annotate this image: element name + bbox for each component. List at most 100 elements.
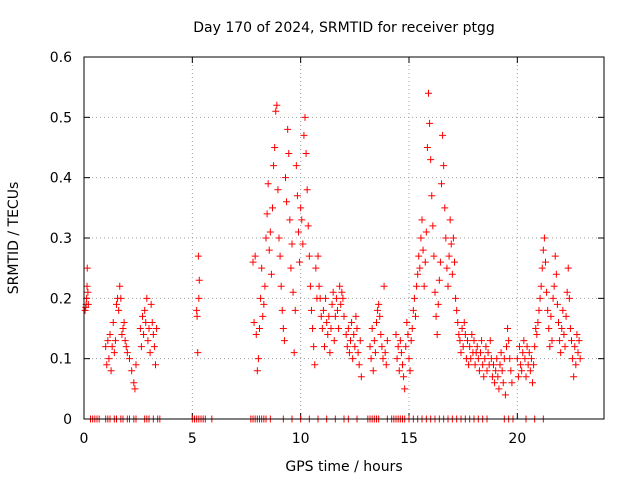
data-point [272, 107, 280, 115]
data-point [367, 355, 375, 363]
data-point [494, 373, 502, 381]
data-point [332, 294, 340, 302]
data-point [410, 294, 418, 302]
data-point [128, 367, 136, 375]
data-point [403, 318, 411, 326]
data-point [395, 367, 403, 375]
data-point [503, 343, 510, 351]
data-point [449, 234, 457, 242]
data-point [484, 349, 492, 357]
data-point [576, 355, 584, 363]
data-point [356, 337, 364, 345]
data-point [379, 355, 387, 363]
data-point [368, 325, 376, 332]
data-point [110, 349, 118, 357]
data-point [423, 144, 431, 151]
data-point [501, 391, 509, 399]
data-point [443, 264, 451, 272]
data-point [553, 300, 561, 308]
data-point [447, 240, 455, 248]
data-point [109, 318, 117, 326]
data-point [339, 294, 347, 302]
data-point [537, 282, 545, 290]
data-point [298, 216, 306, 224]
data-point [370, 337, 378, 345]
data-point [532, 325, 540, 332]
data-point [559, 306, 567, 314]
data-point [453, 306, 461, 314]
data-point [432, 312, 440, 320]
data-point [434, 300, 442, 308]
data-point [314, 252, 322, 260]
data-point [308, 306, 315, 314]
data-point [282, 174, 289, 182]
data-point [288, 240, 296, 248]
data-point [105, 355, 113, 363]
data-point [266, 228, 274, 236]
data-point [144, 337, 152, 345]
data-point [514, 373, 522, 381]
data-point [137, 343, 145, 351]
data-point [145, 325, 153, 332]
data-point [546, 343, 554, 351]
data-point [279, 325, 287, 332]
data-point [439, 131, 447, 139]
data-point [322, 294, 330, 302]
data-point [285, 150, 293, 158]
data-point [106, 331, 114, 339]
data-point [123, 349, 131, 357]
data-point [513, 355, 521, 363]
data-point [254, 355, 262, 363]
chart-title: Day 170 of 2024, SRMTID for receiver ptg… [193, 20, 495, 36]
data-points [81, 89, 584, 423]
data-point [299, 240, 307, 248]
data-point [464, 337, 471, 345]
data-point [573, 331, 581, 339]
data-point [474, 355, 482, 363]
data-point [102, 343, 110, 351]
data-point [353, 325, 361, 332]
data-point [547, 312, 555, 320]
data-point [119, 325, 127, 332]
data-point [301, 113, 309, 121]
data-point [130, 379, 138, 387]
data-point [329, 288, 337, 296]
data-point [508, 379, 516, 387]
data-point [269, 204, 276, 212]
data-point [126, 355, 133, 363]
data-point [435, 276, 443, 284]
data-point [108, 343, 116, 351]
data-point [525, 349, 533, 357]
data-point [250, 318, 258, 326]
data-point [310, 343, 318, 351]
data-point [194, 349, 202, 357]
data-point [297, 204, 305, 212]
data-point [292, 162, 300, 170]
data-point [121, 337, 129, 345]
data-point [81, 306, 89, 314]
data-point [517, 361, 525, 369]
data-point [311, 361, 319, 369]
data-point [273, 101, 281, 109]
data-point [572, 361, 580, 369]
data-point [338, 288, 346, 296]
data-point [460, 318, 468, 326]
data-point [516, 343, 523, 351]
data-point [523, 343, 531, 351]
data-point [139, 312, 146, 320]
data-point [493, 355, 501, 363]
data-point [84, 288, 92, 296]
data-point [483, 367, 491, 375]
data-point [431, 288, 439, 296]
data-point [276, 252, 284, 260]
data-point [425, 89, 432, 97]
data-point [544, 306, 552, 314]
data-point [413, 282, 421, 290]
data-point [321, 343, 328, 351]
data-point [305, 252, 313, 260]
y-tick-label: 0.4 [50, 171, 72, 187]
x-tick-label: 0 [80, 431, 89, 447]
data-point [404, 331, 412, 339]
data-point [444, 282, 452, 290]
